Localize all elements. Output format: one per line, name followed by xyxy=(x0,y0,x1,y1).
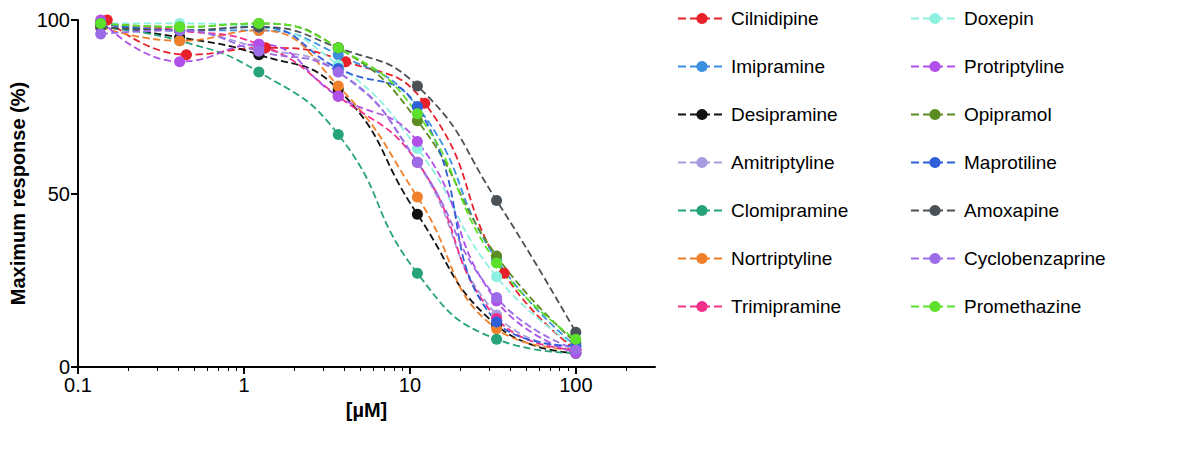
svg-text:Amitriptyline: Amitriptyline xyxy=(731,152,834,173)
svg-text:Amoxapine: Amoxapine xyxy=(964,200,1059,221)
svg-text:Doxepin: Doxepin xyxy=(964,8,1034,29)
svg-text:1: 1 xyxy=(238,374,249,396)
svg-text:0.1: 0.1 xyxy=(64,374,92,396)
svg-text:Cilnidipine: Cilnidipine xyxy=(731,8,819,29)
svg-text:100: 100 xyxy=(37,9,70,31)
svg-text:Clomipramine: Clomipramine xyxy=(731,200,848,221)
svg-text:100: 100 xyxy=(559,374,592,396)
svg-text:Trimipramine: Trimipramine xyxy=(731,296,841,317)
svg-text:10: 10 xyxy=(399,374,421,396)
svg-text:Imipramine: Imipramine xyxy=(731,56,825,77)
svg-text:50: 50 xyxy=(48,183,70,205)
svg-text:Maprotiline: Maprotiline xyxy=(964,152,1057,173)
svg-text:Nortriptyline: Nortriptyline xyxy=(731,248,832,269)
svg-text:Desipramine: Desipramine xyxy=(731,104,838,125)
svg-text:Opipramol: Opipramol xyxy=(964,104,1052,125)
svg-text:Promethazine: Promethazine xyxy=(964,296,1081,317)
svg-text:Maximum response (%): Maximum response (%) xyxy=(7,82,29,305)
svg-text:Protriptyline: Protriptyline xyxy=(964,56,1064,77)
svg-text:0: 0 xyxy=(58,356,70,378)
svg-text:[µM]: [µM] xyxy=(346,399,388,421)
svg-text:Cyclobenzaprine: Cyclobenzaprine xyxy=(964,248,1106,269)
